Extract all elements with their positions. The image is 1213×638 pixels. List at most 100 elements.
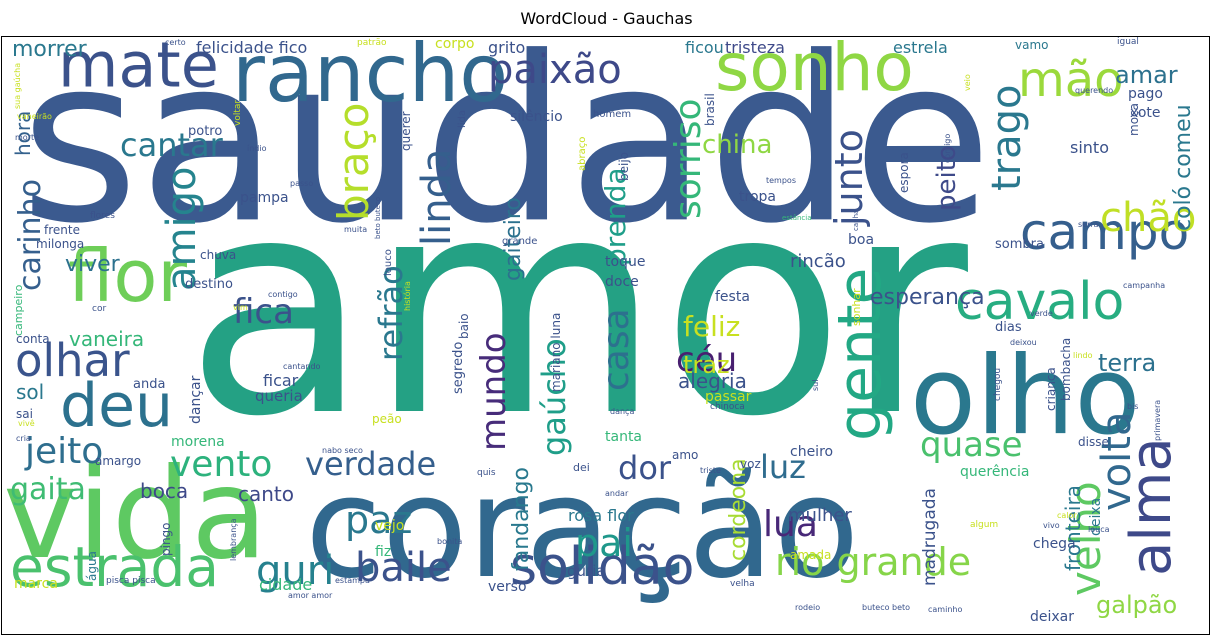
wordcloud-word: chuva <box>200 248 236 262</box>
wordcloud-word: doce <box>605 274 639 290</box>
wordcloud-word: verso <box>488 579 527 595</box>
wordcloud-word: paixão <box>488 47 622 93</box>
wordcloud-word: serra <box>1078 220 1099 229</box>
wordcloud-word: viver <box>65 252 121 277</box>
wordcloud-word: mariano luna <box>549 313 563 392</box>
wordcloud-word: amada <box>790 548 831 562</box>
wordcloud-word: chegou <box>993 368 1003 401</box>
wordcloud-word: rio grande <box>775 540 971 584</box>
wordcloud-word: campanha <box>1123 281 1165 290</box>
wordcloud-word: casa <box>596 308 637 391</box>
wordcloud-word: fandango <box>509 467 534 571</box>
wordcloud-word: sai <box>16 407 33 421</box>
wordcloud-word: guri <box>256 548 334 594</box>
wordcloud-word: olho <box>910 334 1141 459</box>
wordcloud-word: beto buteco <box>374 197 382 239</box>
wordcloud-word: linda <box>414 149 460 246</box>
wordcloud-word: mulher <box>788 505 852 526</box>
wordcloud-word: rancho <box>232 37 508 120</box>
wordcloud-word: brasil <box>703 93 717 126</box>
wordcloud-word: vaneirão <box>17 112 52 121</box>
wordcloud-word: solidão <box>510 537 695 597</box>
wordcloud-word: sua gaúcha <box>13 63 22 109</box>
wordcloud-word: alegria <box>678 369 747 393</box>
wordcloud-word: vivê <box>18 418 35 428</box>
wordcloud-word: frente <box>44 223 80 237</box>
wordcloud-word: cantar <box>120 126 224 164</box>
wordcloud-word: junto <box>827 129 871 227</box>
wordcloud-word: hora <box>11 111 35 156</box>
wordcloud-word: grito <box>488 38 525 57</box>
wordcloud-word: água <box>85 551 99 581</box>
wordcloud-word: cheiro <box>790 444 833 460</box>
wordcloud-word: refrão <box>372 265 410 361</box>
wordcloud-word: calor <box>1057 511 1077 520</box>
wordcloud-word: estância <box>782 214 812 222</box>
wordcloud-word: campeiro <box>12 284 25 336</box>
wordcloud-word: sul <box>811 380 820 391</box>
wordcloud-word: mão <box>1018 52 1124 108</box>
wordcloud-word: felicidade fico <box>196 38 307 57</box>
wordcloud-word: coração <box>305 447 859 610</box>
wordcloud-word: boca <box>140 479 188 503</box>
wordcloud-word: braço <box>329 103 378 221</box>
wordcloud-word: sinto <box>1070 138 1109 157</box>
wordcloud-word: amar <box>1115 61 1178 89</box>
wordcloud-word: toque <box>605 254 645 270</box>
wordcloud-word: cantando <box>283 362 321 371</box>
wordcloud-word: gaita <box>10 472 86 507</box>
wordcloud-word: segredo <box>451 342 466 394</box>
wordcloud-word: pampa <box>240 190 289 206</box>
wordcloud-word: chinoca <box>710 402 745 412</box>
wordcloud-word: luz <box>760 448 806 486</box>
wordcloud-word: ficar <box>263 371 299 390</box>
wordcloud-word: jeito <box>24 431 103 472</box>
wordcloud-word: milonga <box>36 237 84 251</box>
wordcloud-word: passar <box>705 389 752 405</box>
wordcloud-word: rosa flor <box>568 506 634 525</box>
wordcloud-word: paz <box>345 498 412 542</box>
wordcloud-word: cor <box>92 304 106 314</box>
wordcloud-word: tropa <box>739 189 776 205</box>
wordcloud-word: peito <box>932 145 962 211</box>
wordcloud-word: história <box>402 281 412 311</box>
wordcloud-word: voz <box>740 457 761 471</box>
wordcloud-word: certo <box>165 38 186 47</box>
wordcloud-word: beijo <box>617 152 631 181</box>
wordcloud-word: potro <box>188 124 222 139</box>
wordcloud-word: bis <box>1127 402 1138 411</box>
wordcloud-word: buteco beto <box>862 603 910 612</box>
wordcloud-word: ficou <box>685 38 724 57</box>
wordcloud-word: mate <box>58 37 219 102</box>
wordcloud-word: verde <box>1030 309 1053 318</box>
wordcloud-word: deixa <box>1088 498 1104 536</box>
wordcloud-word: vivo <box>1043 521 1060 530</box>
wordcloud-word: andar <box>605 489 629 498</box>
wordcloud-word: amor amor <box>288 591 333 600</box>
wordcloud-word: anda <box>133 377 165 392</box>
wordcloud-word: criança <box>1044 367 1058 411</box>
wordcloud-word: boa <box>848 232 874 248</box>
wordcloud-word: canto <box>238 482 294 506</box>
wordcloud-word: marca <box>14 576 58 592</box>
wordcloud-word: estampa <box>335 576 370 585</box>
wordcloud-word: tanta <box>605 429 642 445</box>
wordcloud-word: baio <box>457 313 471 339</box>
wordcloud-word: xote <box>1130 105 1161 121</box>
wordcloud-word: quase <box>920 425 1023 465</box>
wordcloud-word: dias <box>995 320 1022 335</box>
wordcloud-word: vento <box>170 444 272 485</box>
wordcloud-word: olhar <box>15 334 130 387</box>
wordcloud-word: moça <box>1127 103 1141 136</box>
wordcloud-word: gente <box>825 268 895 441</box>
wordcloud-word: lembrança <box>229 518 238 561</box>
wordcloud-word: lida <box>457 110 468 128</box>
wordcloud-word: trago <box>984 84 1030 191</box>
wordcloud-word: dor <box>618 449 672 487</box>
wordcloud-word: nabo seco <box>322 446 363 455</box>
wordcloud-word: fica <box>233 292 294 332</box>
wordcloud-word: velho <box>1061 481 1110 596</box>
wordcloud-word: estrela <box>893 38 948 57</box>
wordcloud-word: grande <box>502 236 537 247</box>
